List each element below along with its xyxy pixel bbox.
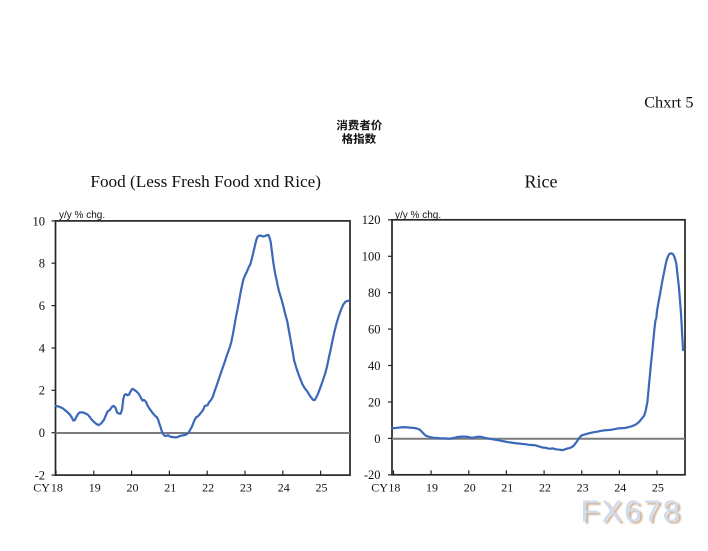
svg-text:19: 19: [426, 480, 438, 494]
svg-text:25: 25: [652, 480, 664, 494]
svg-text:0: 0: [374, 432, 380, 446]
svg-text:24: 24: [614, 480, 626, 494]
svg-text:Food (Less Fresh Food xnd Rice: Food (Less Fresh Food xnd Rice): [90, 172, 321, 191]
svg-text:23: 23: [240, 480, 252, 494]
svg-text:80: 80: [368, 286, 381, 300]
svg-text:40: 40: [368, 359, 381, 373]
svg-text:Chxrt 5: Chxrt 5: [644, 93, 693, 112]
svg-text:60: 60: [368, 323, 381, 337]
svg-text:10: 10: [33, 214, 46, 228]
svg-text:6: 6: [39, 299, 45, 313]
svg-text:2: 2: [39, 384, 45, 398]
svg-text:20: 20: [464, 480, 476, 494]
svg-text:8: 8: [39, 257, 45, 271]
svg-text:18: 18: [51, 480, 63, 494]
svg-text:19: 19: [89, 480, 101, 494]
svg-text:120: 120: [362, 213, 381, 227]
svg-text:CY: CY: [371, 480, 388, 494]
svg-text:22: 22: [202, 480, 214, 494]
svg-text:25: 25: [316, 480, 328, 494]
svg-text:21: 21: [164, 480, 176, 494]
svg-text:-2: -2: [35, 468, 45, 482]
svg-text:100: 100: [362, 250, 381, 264]
svg-text:CY: CY: [33, 480, 50, 494]
svg-text:y/y % chg.: y/y % chg.: [59, 210, 105, 221]
svg-text:0: 0: [39, 426, 45, 440]
svg-text:22: 22: [539, 480, 551, 494]
svg-text:18: 18: [388, 480, 400, 494]
svg-text:FX678: FX678: [581, 494, 682, 529]
svg-text:21: 21: [501, 480, 513, 494]
svg-text:-20: -20: [364, 468, 381, 482]
svg-text:Rice: Rice: [525, 171, 558, 191]
svg-text:24: 24: [278, 480, 290, 494]
svg-text:FX678: FX678: [583, 496, 684, 531]
svg-text:4: 4: [39, 341, 46, 355]
svg-text:20: 20: [127, 480, 139, 494]
svg-text:23: 23: [577, 480, 589, 494]
svg-text:20: 20: [368, 395, 381, 409]
svg-text:y/y % chg.: y/y % chg.: [395, 210, 441, 221]
